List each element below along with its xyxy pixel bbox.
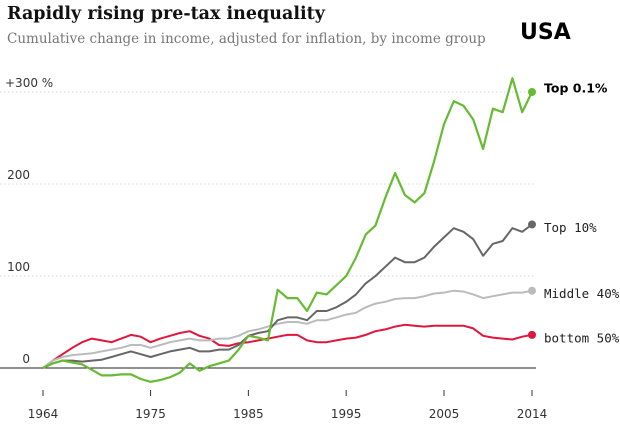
series-label: Top 0.1%: [544, 81, 608, 96]
series-label: Middle 40%: [544, 286, 620, 301]
country-label: USA: [520, 20, 571, 45]
y-tick-label: 0: [22, 352, 30, 366]
series-lines: [42, 77, 536, 383]
series-line-bottom-50-: [42, 323, 533, 369]
series-label: bottom 50%: [544, 330, 620, 345]
y-tick-label: +300 %: [5, 76, 53, 90]
series-endpoint-middle-40-: [528, 286, 536, 295]
x-tick-label: 1964: [28, 407, 59, 421]
series-line-top-0-1-: [42, 77, 533, 383]
series-endpoint-top-10-: [528, 220, 536, 229]
chart-subtitle: Cumulative change in income, adjusted fo…: [7, 31, 486, 47]
y-axis-ticks: 0 100 200 +300 %: [5, 76, 53, 366]
chart-title: Rapidly rising pre-tax inequality: [7, 4, 325, 24]
x-axis-ticks: 1964 1975 1985 1995 2005 2014: [28, 390, 548, 421]
x-tick-label: 2014: [517, 407, 548, 421]
x-tick-label: 1975: [135, 407, 166, 421]
y-tick-label: 100: [7, 260, 30, 274]
series-line-middle-40-: [42, 289, 533, 369]
series-labels: bottom 50% Middle 40% Top 10% Top 0.1%: [544, 81, 620, 346]
x-tick-label: 1985: [233, 407, 264, 421]
series-label: Top 10%: [544, 220, 597, 235]
x-tick-label: 1995: [331, 407, 362, 421]
series-endpoint-bottom-50-: [528, 330, 536, 339]
series-endpoint-top-0-1-: [528, 88, 536, 96]
series-line-top-10-: [42, 223, 533, 369]
x-tick-label: 2005: [429, 407, 460, 421]
y-tick-label: 200: [7, 168, 30, 182]
